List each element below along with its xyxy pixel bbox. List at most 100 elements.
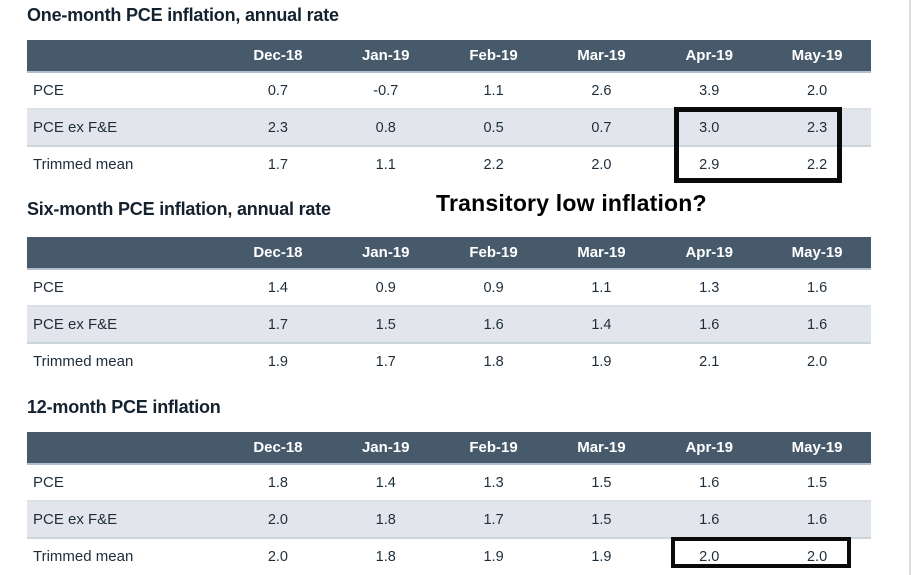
table-row-pce-ex-fe: PCE ex F&E 1.7 1.5 1.6 1.4 1.6 1.6 [27, 306, 871, 344]
six-month-inflation-table: Dec-18 Jan-19 Feb-19 Mar-19 Apr-19 May-1… [27, 237, 871, 379]
twelve-month-inflation-table: Dec-18 Jan-19 Feb-19 Mar-19 Apr-19 May-1… [27, 432, 871, 574]
value-cell: 0.9 [331, 269, 440, 307]
value-cell: 1.1 [439, 72, 548, 110]
value-cell: 1.9 [224, 343, 332, 379]
table-header-row: Dec-18 Jan-19 Feb-19 Mar-19 Apr-19 May-1… [27, 237, 871, 270]
column-header-apr-19: Apr-19 [655, 40, 764, 73]
column-header-mar-19: Mar-19 [547, 40, 656, 73]
value-cell: -0.7 [331, 72, 440, 110]
value-cell: 2.0 [547, 146, 656, 182]
value-cell: 3.0 [655, 109, 764, 147]
value-cell: 1.5 [547, 501, 656, 539]
value-cell: 2.0 [224, 538, 332, 574]
value-cell: 2.1 [655, 343, 764, 379]
value-cell: 1.6 [655, 464, 764, 502]
section-title-six-month: Six-month PCE inflation, annual rate [27, 199, 331, 219]
corner-cell [27, 40, 224, 73]
table-row-pce: PCE 1.4 0.9 0.9 1.1 1.3 1.6 [27, 269, 871, 307]
column-header-feb-19: Feb-19 [439, 40, 548, 73]
value-cell: 1.3 [655, 269, 764, 307]
value-cell: 2.0 [763, 72, 871, 110]
table-header-row: Dec-18 Jan-19 Feb-19 Mar-19 Apr-19 May-1… [27, 40, 871, 73]
row-label: PCE [27, 72, 224, 110]
column-header-apr-19: Apr-19 [655, 237, 764, 270]
column-header-may-19: May-19 [763, 432, 871, 465]
column-header-may-19: May-19 [763, 237, 871, 270]
table-row-pce: PCE 1.8 1.4 1.3 1.5 1.6 1.5 [27, 464, 871, 502]
column-header-dec-18: Dec-18 [224, 40, 332, 73]
column-header-jan-19: Jan-19 [331, 432, 440, 465]
value-cell: 1.4 [547, 306, 656, 344]
value-cell: 1.6 [655, 306, 764, 344]
row-label: Trimmed mean [27, 538, 224, 574]
value-cell: 2.6 [547, 72, 656, 110]
row-label: PCE ex F&E [27, 501, 224, 539]
row-label: PCE [27, 464, 224, 502]
value-cell: 3.9 [655, 72, 764, 110]
table-row-pce-ex-fe: PCE ex F&E 2.0 1.8 1.7 1.5 1.6 1.6 [27, 501, 871, 539]
value-cell: 0.8 [331, 109, 440, 147]
value-cell: 1.3 [439, 464, 548, 502]
value-cell: 2.2 [763, 146, 871, 182]
column-header-jan-19: Jan-19 [331, 237, 440, 270]
value-cell: 2.9 [655, 146, 764, 182]
column-header-feb-19: Feb-19 [439, 432, 548, 465]
column-header-dec-18: Dec-18 [224, 237, 332, 270]
value-cell: 1.6 [439, 306, 548, 344]
row-label: PCE ex F&E [27, 109, 224, 147]
value-cell: 1.8 [331, 538, 440, 574]
value-cell: 1.6 [655, 501, 764, 539]
value-cell: 1.7 [224, 146, 332, 182]
one-month-inflation-table: Dec-18 Jan-19 Feb-19 Mar-19 Apr-19 May-1… [27, 40, 871, 182]
row-label: Trimmed mean [27, 146, 224, 182]
table-header-row: Dec-18 Jan-19 Feb-19 Mar-19 Apr-19 May-1… [27, 432, 871, 465]
column-header-mar-19: Mar-19 [547, 432, 656, 465]
column-header-feb-19: Feb-19 [439, 237, 548, 270]
row-label: PCE [27, 269, 224, 307]
value-cell: 1.6 [763, 306, 871, 344]
value-cell: 1.7 [439, 501, 548, 539]
value-cell: 1.5 [331, 306, 440, 344]
value-cell: 1.1 [547, 269, 656, 307]
page-edge-line [909, 0, 911, 575]
table-row-pce-ex-fe: PCE ex F&E 2.3 0.8 0.5 0.7 3.0 2.3 [27, 109, 871, 147]
column-header-dec-18: Dec-18 [224, 432, 332, 465]
value-cell: 2.0 [655, 538, 764, 574]
value-cell: 1.5 [763, 464, 871, 502]
section-title-one-month: One-month PCE inflation, annual rate [27, 5, 339, 25]
column-header-mar-19: Mar-19 [547, 237, 656, 270]
row-label: Trimmed mean [27, 343, 224, 379]
value-cell: 1.8 [331, 501, 440, 539]
table-row-pce: PCE 0.7 -0.7 1.1 2.6 3.9 2.0 [27, 72, 871, 110]
value-cell: 1.8 [439, 343, 548, 379]
value-cell: 2.0 [224, 501, 332, 539]
value-cell: 2.3 [763, 109, 871, 147]
table-row-trimmed-mean: Trimmed mean 2.0 1.8 1.9 1.9 2.0 2.0 [27, 538, 871, 574]
value-cell: 1.9 [439, 538, 548, 574]
value-cell: 1.1 [331, 146, 440, 182]
value-cell: 2.0 [763, 343, 871, 379]
row-label: PCE ex F&E [27, 306, 224, 344]
value-cell: 0.7 [547, 109, 656, 147]
value-cell: 1.4 [331, 464, 440, 502]
column-header-apr-19: Apr-19 [655, 432, 764, 465]
value-cell: 0.9 [439, 269, 548, 307]
value-cell: 1.5 [547, 464, 656, 502]
value-cell: 0.7 [224, 72, 332, 110]
value-cell: 1.6 [763, 501, 871, 539]
column-header-may-19: May-19 [763, 40, 871, 73]
value-cell: 1.4 [224, 269, 332, 307]
value-cell: 0.5 [439, 109, 548, 147]
value-cell: 1.6 [763, 269, 871, 307]
value-cell: 2.2 [439, 146, 548, 182]
annotation-transitory-low-inflation: Transitory low inflation? [436, 190, 707, 216]
column-header-jan-19: Jan-19 [331, 40, 440, 73]
table-row-trimmed-mean: Trimmed mean 1.9 1.7 1.8 1.9 2.1 2.0 [27, 343, 871, 379]
table-row-trimmed-mean: Trimmed mean 1.7 1.1 2.2 2.0 2.9 2.2 [27, 146, 871, 182]
section-title-twelve-month: 12-month PCE inflation [27, 397, 221, 417]
value-cell: 2.3 [224, 109, 332, 147]
value-cell: 1.7 [224, 306, 332, 344]
value-cell: 1.9 [547, 538, 656, 574]
value-cell: 1.9 [547, 343, 656, 379]
